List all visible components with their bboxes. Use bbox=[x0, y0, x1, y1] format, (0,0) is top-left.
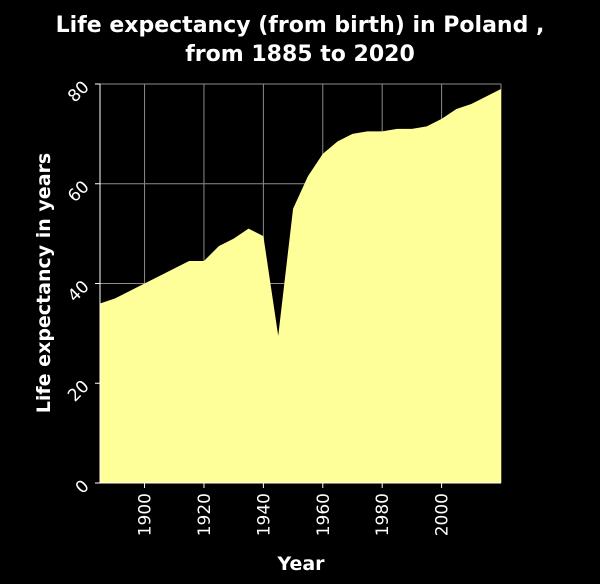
x-tick-label: 1940 bbox=[254, 493, 274, 536]
x-axis-label: Year bbox=[276, 553, 325, 575]
x-tick-label: 1900 bbox=[136, 493, 156, 536]
x-tick-label: 1980 bbox=[373, 493, 393, 536]
life-expectancy-area bbox=[100, 88, 501, 484]
x-tick-label: 2000 bbox=[433, 493, 453, 536]
x-tick-label: 1920 bbox=[195, 493, 215, 536]
chart-title-line-2: from 1885 to 2020 bbox=[185, 42, 415, 67]
chart-title-line-1: Life expectancy (from birth) in Poland , bbox=[56, 13, 545, 38]
x-tick-label: 1960 bbox=[314, 493, 334, 536]
axes bbox=[95, 83, 501, 488]
y-axis-label: Life expectancy in years bbox=[33, 153, 55, 413]
